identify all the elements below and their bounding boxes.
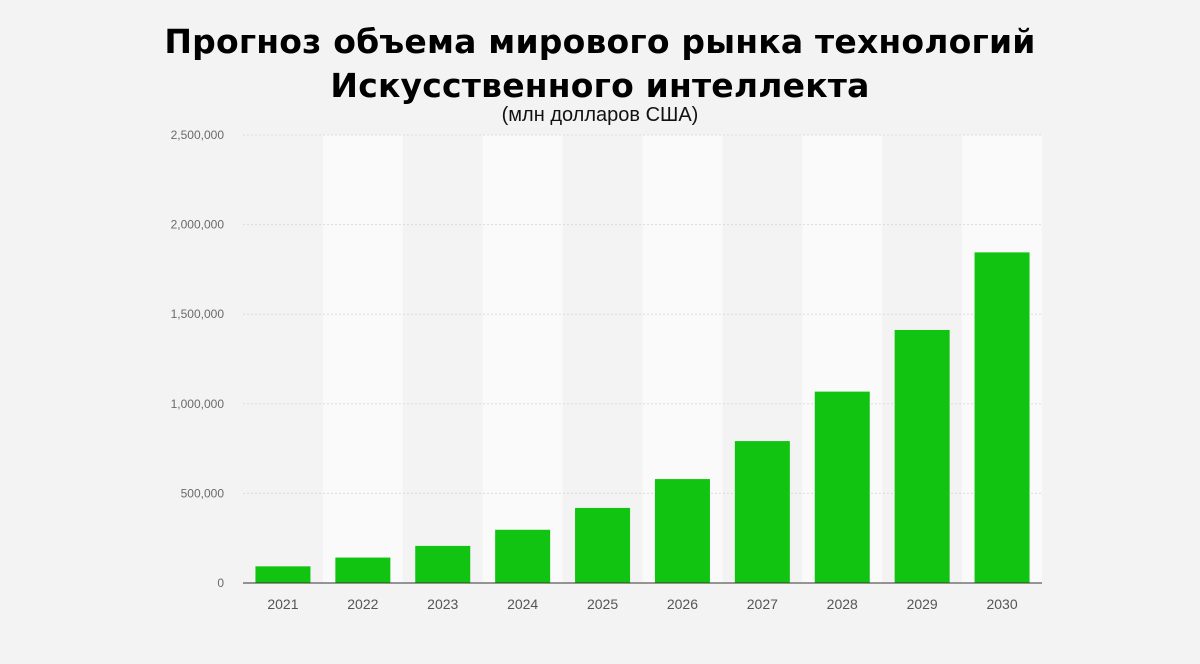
bar-2029 xyxy=(894,329,950,583)
chart-title-line-2: Искусственного интеллекта xyxy=(330,66,870,105)
x-axis-labels: 2021 2022 2023 2024 2025 2026 2027 2028 2029 2030 xyxy=(267,596,1017,612)
y-tick-label: 0 xyxy=(217,576,224,590)
x-tick-label: 2030 xyxy=(986,596,1017,612)
x-tick-label: 2027 xyxy=(747,596,778,612)
bar-series xyxy=(255,252,1030,583)
y-tick-label: 1,000,000 xyxy=(171,397,225,411)
x-tick-label: 2021 xyxy=(267,596,298,612)
background-band xyxy=(482,135,563,583)
x-tick-label: 2025 xyxy=(587,596,618,612)
bar-2023 xyxy=(415,545,471,583)
y-tick-label: 2,500,000 xyxy=(171,128,225,142)
bar-2022 xyxy=(335,557,391,583)
y-tick-label: 500,000 xyxy=(181,486,225,500)
bar-2024 xyxy=(495,529,551,583)
chart-title-line-1: Прогноз объема мирового рынка технологий xyxy=(164,22,1036,61)
bar-2027 xyxy=(734,441,790,583)
background-band xyxy=(322,135,403,583)
bar-2028 xyxy=(814,391,870,583)
y-tick-label: 2,000,000 xyxy=(171,218,225,232)
bar-2026 xyxy=(654,479,710,583)
chart-subtitle: (млн долларов США) xyxy=(501,104,699,126)
bar-2021 xyxy=(255,566,311,583)
x-tick-label: 2022 xyxy=(347,596,378,612)
y-tick-label: 1,500,000 xyxy=(171,307,225,321)
y-axis-ticks: 0 500,000 1,000,000 1,500,000 2,000,000 2,500… xyxy=(171,128,225,590)
bar-2030 xyxy=(974,252,1030,583)
x-tick-label: 2028 xyxy=(827,596,858,612)
bar-2025 xyxy=(575,507,631,583)
x-tick-label: 2029 xyxy=(907,596,938,612)
x-tick-label: 2026 xyxy=(667,596,698,612)
x-tick-label: 2024 xyxy=(507,596,538,612)
x-tick-label: 2023 xyxy=(427,596,458,612)
